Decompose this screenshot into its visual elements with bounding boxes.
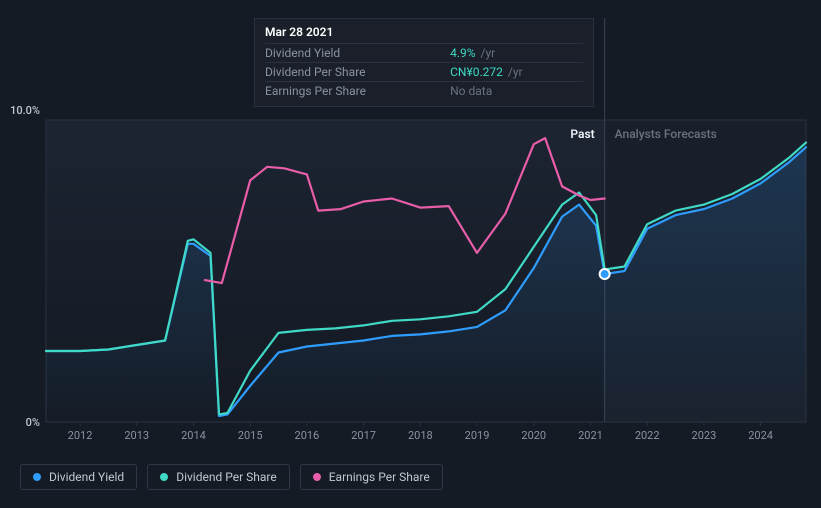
tooltip-row-label: Earnings Per Share [265, 82, 450, 101]
legend-item[interactable]: Dividend Yield [20, 464, 137, 490]
tooltip-row: Dividend Yield4.9% /yr [265, 44, 583, 63]
legend-item[interactable]: Dividend Per Share [147, 464, 290, 490]
tooltip-row: Earnings Per ShareNo data [265, 82, 583, 101]
svg-text:2012: 2012 [68, 429, 93, 442]
legend-label: Dividend Per Share [176, 470, 277, 484]
svg-text:2021: 2021 [578, 429, 603, 442]
tooltip-row-label: Dividend Per Share [265, 63, 450, 82]
legend-dot [160, 473, 168, 481]
legend-dot [33, 473, 41, 481]
svg-text:Past: Past [570, 127, 594, 141]
tooltip-row-value: CN¥0.272 /yr [450, 63, 583, 82]
chart-legend: Dividend Yield Dividend Per Share Earnings… [20, 464, 443, 490]
svg-text:Analysts Forecasts: Analysts Forecasts [615, 127, 717, 141]
legend-label: Earnings Per Share [329, 470, 430, 484]
legend-label: Dividend Yield [49, 470, 124, 484]
svg-text:2018: 2018 [408, 429, 433, 442]
svg-text:2022: 2022 [635, 429, 660, 442]
svg-text:2024: 2024 [748, 429, 773, 442]
svg-text:2016: 2016 [295, 429, 320, 442]
svg-text:10.0%: 10.0% [10, 104, 40, 117]
legend-item[interactable]: Earnings Per Share [300, 464, 443, 490]
tooltip-row: Dividend Per ShareCN¥0.272 /yr [265, 63, 583, 82]
tooltip-row-value: 4.9% /yr [450, 44, 583, 63]
svg-text:2013: 2013 [124, 429, 149, 442]
svg-text:2015: 2015 [238, 429, 263, 442]
tooltip-row-value: No data [450, 82, 583, 101]
svg-text:2020: 2020 [521, 429, 546, 442]
svg-text:2023: 2023 [692, 429, 717, 442]
svg-text:2017: 2017 [351, 429, 376, 442]
tooltip-row-label: Dividend Yield [265, 44, 450, 63]
svg-text:2019: 2019 [465, 429, 490, 442]
legend-dot [313, 473, 321, 481]
chart-tooltip: Mar 28 2021 Dividend Yield4.9% /yrDivide… [254, 18, 594, 107]
tooltip-rows: Dividend Yield4.9% /yrDividend Per Share… [265, 43, 583, 100]
svg-text:0%: 0% [26, 416, 40, 429]
svg-text:2014: 2014 [181, 429, 206, 442]
tooltip-date: Mar 28 2021 [265, 25, 583, 39]
